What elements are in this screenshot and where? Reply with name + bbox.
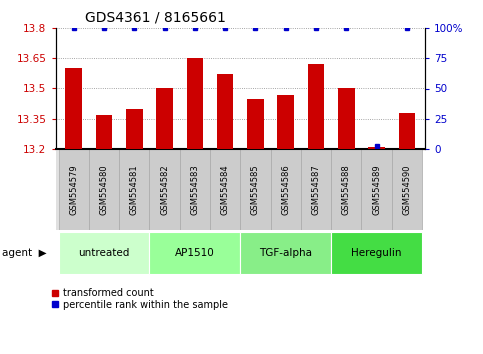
Text: GSM554585: GSM554585: [251, 164, 260, 215]
Legend: transformed count, percentile rank within the sample: transformed count, percentile rank withi…: [51, 288, 228, 310]
Text: AP1510: AP1510: [175, 248, 215, 258]
Bar: [361, 149, 392, 230]
Bar: [210, 149, 241, 230]
Bar: [331, 233, 422, 274]
Bar: [65, 68, 82, 149]
Bar: [58, 149, 89, 230]
Text: GSM554584: GSM554584: [221, 164, 229, 215]
Text: agent  ▶: agent ▶: [2, 248, 47, 258]
Bar: [338, 88, 355, 149]
Text: GSM554580: GSM554580: [99, 164, 109, 215]
Bar: [180, 149, 210, 230]
Text: GDS4361 / 8165661: GDS4361 / 8165661: [85, 10, 226, 24]
Text: GSM554586: GSM554586: [281, 164, 290, 215]
Text: GSM554579: GSM554579: [69, 164, 78, 215]
Text: GSM554583: GSM554583: [190, 164, 199, 215]
Bar: [270, 149, 301, 230]
Bar: [277, 95, 294, 149]
Bar: [247, 98, 264, 149]
Bar: [186, 58, 203, 149]
Text: GSM554587: GSM554587: [312, 164, 321, 215]
Bar: [119, 149, 149, 230]
Bar: [368, 147, 385, 149]
Text: GSM554588: GSM554588: [342, 164, 351, 215]
Text: untreated: untreated: [78, 248, 130, 258]
Bar: [96, 115, 113, 149]
Bar: [149, 233, 241, 274]
Bar: [301, 149, 331, 230]
Text: GSM554581: GSM554581: [130, 164, 139, 215]
Text: GSM554589: GSM554589: [372, 164, 381, 215]
Bar: [392, 149, 422, 230]
Bar: [58, 233, 149, 274]
Bar: [149, 149, 180, 230]
Text: GSM554590: GSM554590: [402, 164, 412, 215]
Bar: [241, 233, 331, 274]
Bar: [398, 113, 415, 149]
Bar: [331, 149, 361, 230]
Bar: [217, 74, 233, 149]
Bar: [308, 64, 325, 149]
Bar: [241, 149, 270, 230]
Text: TGF-alpha: TGF-alpha: [259, 248, 312, 258]
Text: Heregulin: Heregulin: [351, 248, 402, 258]
Text: GSM554582: GSM554582: [160, 164, 169, 215]
Bar: [156, 88, 173, 149]
Bar: [89, 149, 119, 230]
Bar: [126, 109, 142, 149]
